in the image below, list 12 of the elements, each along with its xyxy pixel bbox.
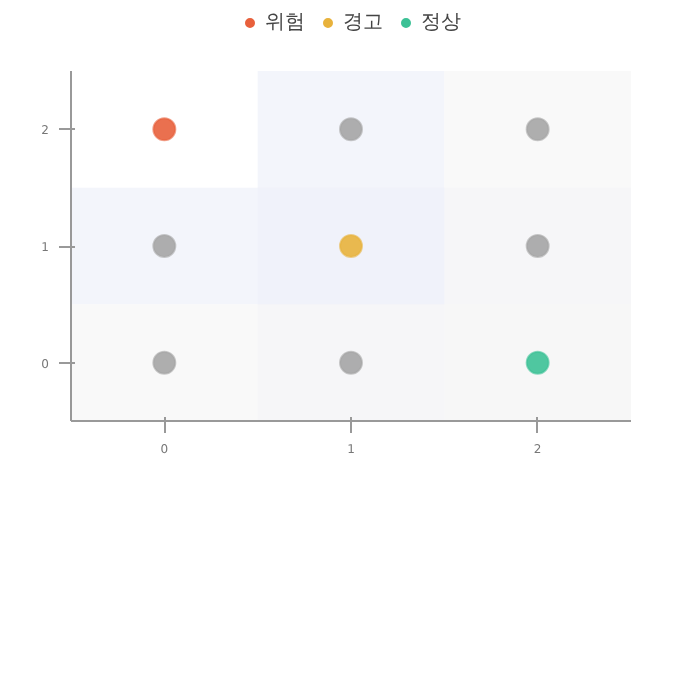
point [339,117,363,142]
point [152,117,177,142]
point [525,234,550,258]
point [525,117,550,142]
point [152,234,177,258]
point [339,350,363,375]
point [339,234,363,258]
legend-label: 위험 [265,10,305,36]
point [152,350,177,375]
legend-label: 경고 [343,10,383,36]
point [525,350,550,375]
legend-label: 정상 [421,10,461,36]
